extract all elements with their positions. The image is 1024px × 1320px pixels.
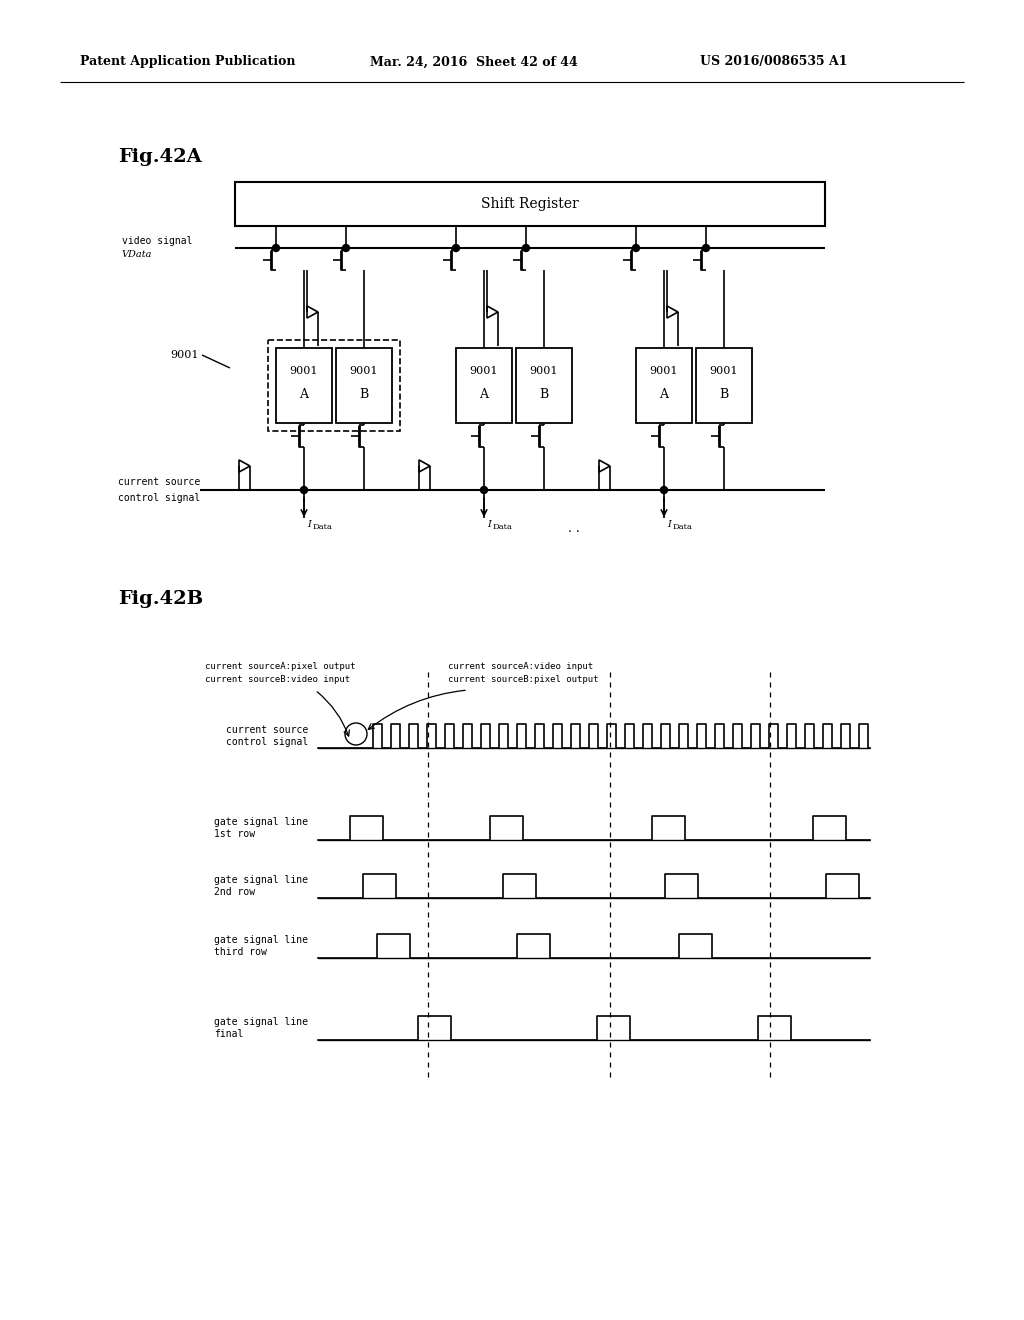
Bar bbox=[456, 348, 512, 422]
Bar bbox=[636, 348, 692, 422]
Text: 9001: 9001 bbox=[529, 366, 558, 376]
Bar bbox=[696, 348, 752, 422]
Bar bbox=[336, 348, 392, 422]
Text: Shift Register: Shift Register bbox=[481, 197, 579, 211]
Text: Mar. 24, 2016  Sheet 42 of 44: Mar. 24, 2016 Sheet 42 of 44 bbox=[370, 55, 578, 69]
Circle shape bbox=[480, 487, 487, 494]
Circle shape bbox=[342, 244, 349, 252]
Text: 9001: 9001 bbox=[470, 366, 499, 376]
Text: VData: VData bbox=[122, 249, 153, 259]
Text: gate signal line
1st row: gate signal line 1st row bbox=[214, 817, 308, 838]
Text: current source: current source bbox=[118, 477, 201, 487]
Text: current sourceA:video input: current sourceA:video input bbox=[449, 663, 593, 671]
Text: Data: Data bbox=[673, 523, 693, 531]
Text: US 2016/0086535 A1: US 2016/0086535 A1 bbox=[700, 55, 848, 69]
Text: 9001: 9001 bbox=[350, 366, 378, 376]
Text: Fig.42B: Fig.42B bbox=[118, 590, 203, 609]
Circle shape bbox=[660, 487, 668, 494]
Bar bbox=[516, 348, 572, 422]
Circle shape bbox=[272, 244, 280, 252]
Text: control signal: control signal bbox=[118, 492, 201, 503]
Text: 9001: 9001 bbox=[170, 350, 199, 360]
Text: A: A bbox=[659, 388, 669, 401]
Text: B: B bbox=[540, 388, 549, 401]
Text: . .: . . bbox=[568, 521, 580, 535]
Text: gate signal line
2nd row: gate signal line 2nd row bbox=[214, 875, 308, 896]
Text: current sourceB:video input: current sourceB:video input bbox=[205, 675, 350, 684]
Circle shape bbox=[633, 244, 640, 252]
Circle shape bbox=[702, 244, 710, 252]
Circle shape bbox=[522, 244, 529, 252]
Text: I: I bbox=[307, 520, 311, 529]
Text: 9001: 9001 bbox=[290, 366, 318, 376]
Text: Patent Application Publication: Patent Application Publication bbox=[80, 55, 296, 69]
Text: I: I bbox=[667, 520, 671, 529]
Text: B: B bbox=[720, 388, 729, 401]
Text: Data: Data bbox=[493, 523, 513, 531]
Text: B: B bbox=[359, 388, 369, 401]
Text: gate signal line
final: gate signal line final bbox=[214, 1018, 308, 1039]
Text: 9001: 9001 bbox=[710, 366, 738, 376]
Circle shape bbox=[453, 244, 460, 252]
Text: current sourceB:pixel output: current sourceB:pixel output bbox=[449, 675, 598, 684]
Text: A: A bbox=[479, 388, 488, 401]
Text: Data: Data bbox=[313, 523, 333, 531]
Text: A: A bbox=[299, 388, 308, 401]
Text: current source
control signal: current source control signal bbox=[225, 725, 308, 747]
Text: Fig.42A: Fig.42A bbox=[118, 148, 202, 166]
Bar bbox=[276, 348, 332, 422]
Text: current sourceA:pixel output: current sourceA:pixel output bbox=[205, 663, 355, 671]
Bar bbox=[234, 182, 825, 226]
Text: 9001: 9001 bbox=[650, 366, 678, 376]
Bar bbox=[268, 341, 400, 432]
Text: I: I bbox=[487, 520, 490, 529]
Text: gate signal line
third row: gate signal line third row bbox=[214, 935, 308, 957]
Text: video signal: video signal bbox=[122, 236, 193, 246]
Circle shape bbox=[300, 487, 307, 494]
